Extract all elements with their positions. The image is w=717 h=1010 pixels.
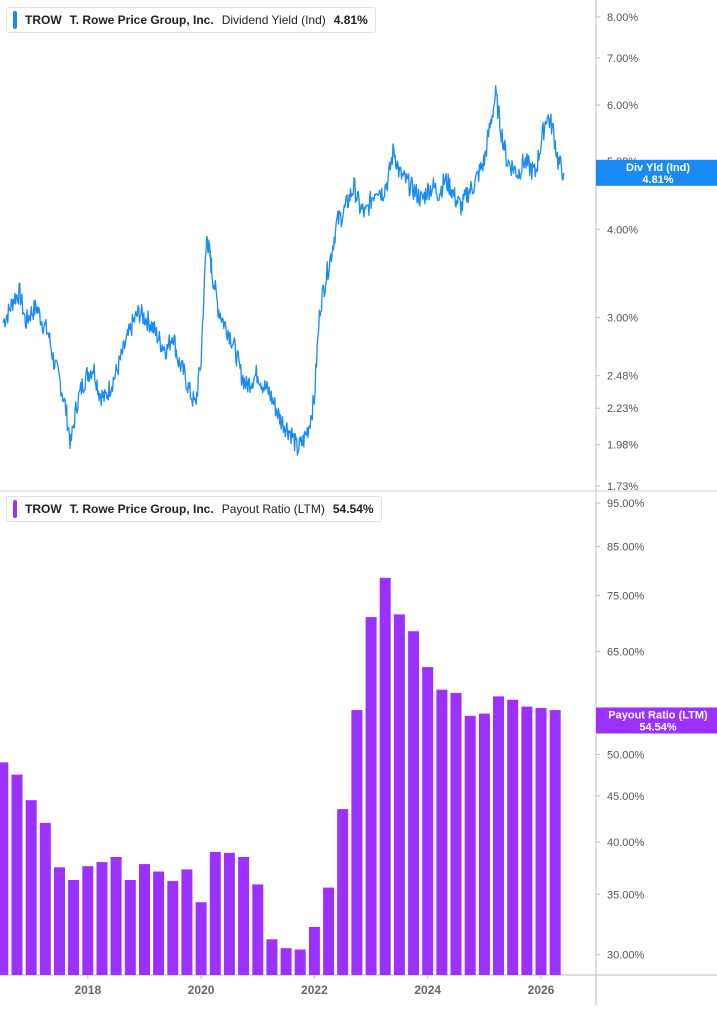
payout-ratio-bar bbox=[110, 857, 122, 975]
payout-ratio-bar bbox=[96, 862, 108, 975]
payout-ratio-bar bbox=[507, 699, 519, 975]
y-tick-label: 6.00% bbox=[607, 100, 638, 112]
legend-metric: Payout Ratio (LTM) bbox=[221, 502, 325, 516]
series-color-swatch bbox=[13, 500, 17, 518]
payout-ratio-bar bbox=[39, 822, 51, 975]
tag-value: 54.54% bbox=[639, 721, 677, 733]
payout-ratio-bar bbox=[549, 710, 561, 975]
dividend-yield-line bbox=[2, 85, 565, 456]
payout-ratio-bar bbox=[68, 880, 80, 975]
x-tick-label: 2022 bbox=[301, 983, 328, 997]
payout-ratio-bar bbox=[124, 880, 136, 975]
payout-ratio-bar bbox=[464, 715, 476, 975]
payout-ratio-bar bbox=[11, 774, 23, 975]
payout-ratio-bar bbox=[139, 864, 150, 975]
y-tick-label: 4.00% bbox=[607, 224, 638, 236]
legend-company: T. Rowe Price Group, Inc. bbox=[69, 13, 214, 27]
payout-ratio-bar bbox=[450, 693, 462, 975]
payout-ratio-bar bbox=[25, 800, 37, 975]
payout-ratio-bar bbox=[478, 713, 490, 975]
payout-ratio-bar bbox=[379, 577, 391, 975]
x-tick-label: 2026 bbox=[528, 983, 555, 997]
payout-ratio-bar bbox=[238, 857, 250, 975]
payout-ratio-bar bbox=[436, 689, 448, 975]
y-tick-label: 45.00% bbox=[607, 791, 645, 803]
payout-ratio-bar bbox=[365, 617, 377, 975]
payout-ratio-bar bbox=[393, 614, 405, 975]
payout-ratio-legend: TROW T. Rowe Price Group, Inc. Payout Ra… bbox=[6, 496, 382, 522]
y-tick-label: 85.00% bbox=[607, 542, 645, 554]
y-tick-label: 7.00% bbox=[607, 53, 638, 65]
payout-ratio-bar bbox=[0, 762, 9, 975]
y-tick-label: 75.00% bbox=[607, 591, 645, 603]
legend-metric: Dividend Yield (Ind) bbox=[221, 13, 326, 27]
y-tick-label: 30.00% bbox=[607, 950, 645, 962]
payout-ratio-bar bbox=[209, 851, 221, 975]
tag-value: 4.81% bbox=[642, 174, 673, 186]
tag-label: Div Yld (Ind) bbox=[626, 162, 690, 174]
payout-ratio-bar bbox=[493, 696, 504, 975]
payout-ratio-bar bbox=[521, 706, 533, 975]
payout-ratio-bar bbox=[422, 667, 434, 975]
payout-ratio-bar bbox=[223, 852, 235, 975]
payout-ratio-bar bbox=[82, 866, 94, 975]
legend-ticker: TROW bbox=[25, 502, 62, 516]
y-tick-label: 40.00% bbox=[607, 837, 645, 849]
payout-ratio-bar bbox=[351, 710, 363, 975]
y-tick-label: 65.00% bbox=[607, 647, 645, 659]
dividend-yield-legend: TROW T. Rowe Price Group, Inc. Dividend … bbox=[6, 7, 376, 33]
y-tick-label: 95.00% bbox=[607, 498, 645, 510]
tag-background bbox=[596, 159, 717, 186]
y-tick-label: 1.98% bbox=[607, 440, 638, 452]
payout-ratio-bar bbox=[252, 884, 264, 975]
payout-ratio-bar bbox=[181, 869, 193, 975]
payout-ratio-bar bbox=[54, 867, 65, 975]
payout-ratio-bar bbox=[167, 881, 179, 975]
payout-ratio-bar bbox=[266, 939, 278, 975]
payout-ratio-bar bbox=[280, 948, 292, 975]
payout-ratio-bar bbox=[195, 902, 207, 975]
legend-company: T. Rowe Price Group, Inc. bbox=[69, 502, 214, 516]
payout-ratio-bar bbox=[294, 949, 306, 975]
series-color-swatch bbox=[13, 11, 17, 29]
payout-ratio-value-tag: Payout Ratio (LTM)54.54% bbox=[596, 707, 717, 734]
y-tick-label: 3.00% bbox=[607, 312, 638, 324]
x-tick-label: 2018 bbox=[74, 983, 101, 997]
y-tick-label: 35.00% bbox=[607, 889, 645, 901]
legend-ticker: TROW bbox=[25, 13, 62, 27]
y-tick-label: 2.48% bbox=[607, 371, 638, 383]
payout-ratio-bar bbox=[308, 927, 320, 975]
payout-ratio-bar bbox=[535, 708, 547, 975]
legend-value: 4.81% bbox=[333, 13, 368, 27]
y-tick-label: 50.00% bbox=[607, 750, 645, 762]
payout-ratio-bar bbox=[153, 871, 165, 975]
y-tick-label: 1.73% bbox=[607, 481, 638, 493]
payout-ratio-bar bbox=[323, 887, 335, 975]
x-tick-label: 2024 bbox=[414, 983, 441, 997]
legend-value: 54.54% bbox=[332, 502, 374, 516]
y-tick-label: 2.23% bbox=[607, 403, 638, 415]
tag-label: Payout Ratio (LTM) bbox=[608, 709, 708, 721]
tag-background bbox=[596, 707, 717, 734]
payout-ratio-bar bbox=[337, 809, 349, 975]
x-tick-label: 2020 bbox=[188, 983, 215, 997]
dividend-yield-value-tag: Div Yld (Ind)4.81% bbox=[596, 159, 717, 186]
payout-ratio-bar bbox=[408, 631, 420, 975]
y-tick-label: 8.00% bbox=[607, 12, 638, 24]
